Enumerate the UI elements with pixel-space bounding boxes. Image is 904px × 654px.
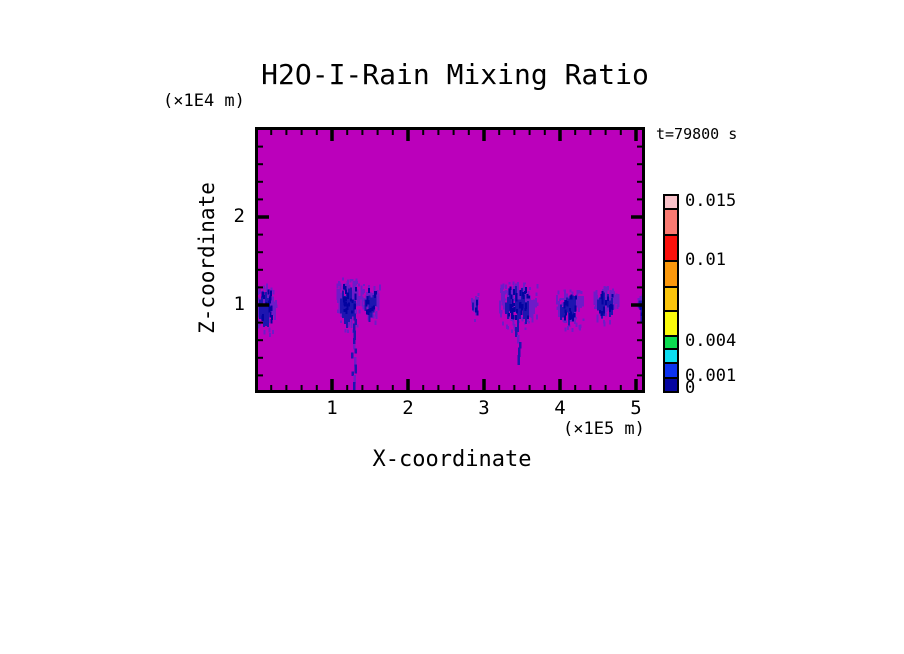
chart-title: H2O-I-Rain Mixing Ratio [261,58,649,91]
colorbar-segment [663,194,679,210]
colorbar-tick-label: 0.004 [685,331,737,351]
y-axis-unit-label: (×1E4 m) [163,91,245,111]
colorbar-segment [663,377,679,393]
colorbar-segment [663,234,679,262]
x-axis-title: X-coordinate [372,447,532,472]
colorbar [663,194,679,393]
axis-ticks [257,129,643,391]
colorbar-segment [663,260,679,288]
x-axis-unit-label: (×1E5 m) [563,419,645,439]
plot-frame [255,127,645,393]
z-tick-label: 1 [233,293,245,315]
colorbar-segment [663,310,679,337]
x-tick-label: 1 [326,397,338,419]
x-tick-label: 3 [478,397,490,419]
x-tick-label: 4 [554,397,566,419]
x-tick-label: 2 [402,397,414,419]
field-background [256,128,644,392]
colorbar-segment [663,348,679,364]
colorbar-tick-label: 0.01 [685,250,726,270]
x-tick-label: 5 [630,397,642,419]
colorbar-segment [663,335,679,350]
colorbar-segment [663,362,679,379]
colorbar-segment [663,208,679,236]
time-label: t=79800 s [656,125,738,143]
rain-features [257,277,643,391]
colorbar-segment [663,286,679,312]
colorbar-tick-label: 0.015 [685,191,737,211]
colorbar-tick-label: 0 [685,378,696,398]
colorbar-tick-label: 0.001 [685,366,737,386]
z-tick-label: 2 [233,205,245,227]
